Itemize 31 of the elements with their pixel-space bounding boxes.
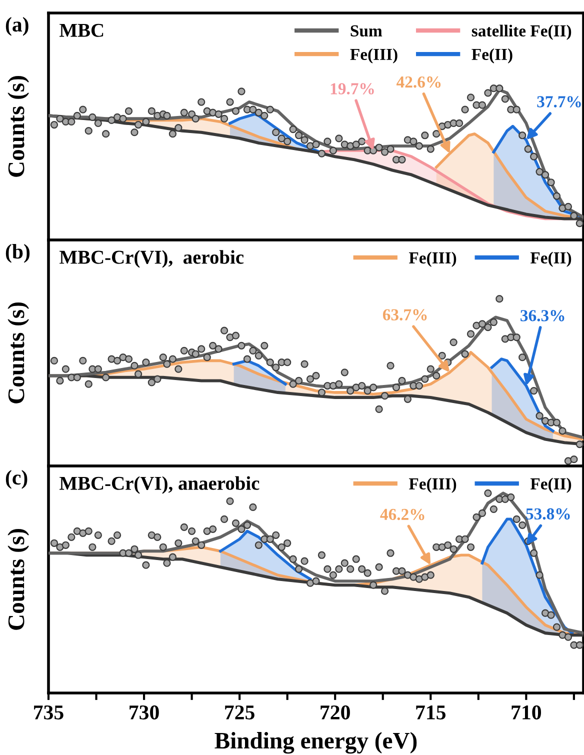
annotation: 19.7%	[330, 83, 374, 94]
text: (a)	[6, 17, 28, 36]
annotation: 36.3%	[520, 310, 564, 322]
legend-label: Fe(II)	[530, 478, 572, 493]
x-tick-label: 730	[130, 705, 159, 720]
annotation: 42.6%	[396, 76, 441, 88]
annotation: 37.7%	[537, 96, 581, 108]
x-tick-label: 710	[512, 705, 542, 720]
x-tick-label: 735	[34, 705, 64, 720]
chart-title: MBC-Cr(VI), anaerobic	[60, 476, 260, 494]
annotation: 53.8%	[526, 508, 570, 520]
y-axis-title: Counts (s)	[8, 529, 30, 630]
x-tick-label: 725	[225, 705, 254, 720]
text: (c)	[6, 470, 28, 489]
legend-label: Fe(III)	[350, 48, 398, 64]
legend-label: Fe(II)	[530, 252, 572, 267]
y-axis-title: Counts (s)	[8, 302, 30, 404]
legend-label: Sum	[350, 25, 382, 37]
chart-title: MBC-Cr(VI), aerobic	[60, 250, 244, 268]
legend-label: Fe(III)	[408, 478, 456, 493]
annotation: 63.7%	[382, 309, 427, 320]
text: (b)	[6, 244, 30, 263]
x-axis-title: Binding energy (eV)	[214, 732, 417, 754]
chart-title: MBC	[60, 24, 104, 37]
x-tick-label: 720	[320, 705, 350, 720]
legend-label: Fe(III)	[408, 252, 456, 267]
legend-label: satellite Fe(II)	[472, 24, 572, 40]
legend-label: Fe(II)	[472, 48, 512, 64]
x-tick-label: 715	[416, 706, 446, 720]
y-axis-title: Counts (s)	[8, 76, 30, 177]
annotation: 46.2%	[380, 508, 424, 520]
